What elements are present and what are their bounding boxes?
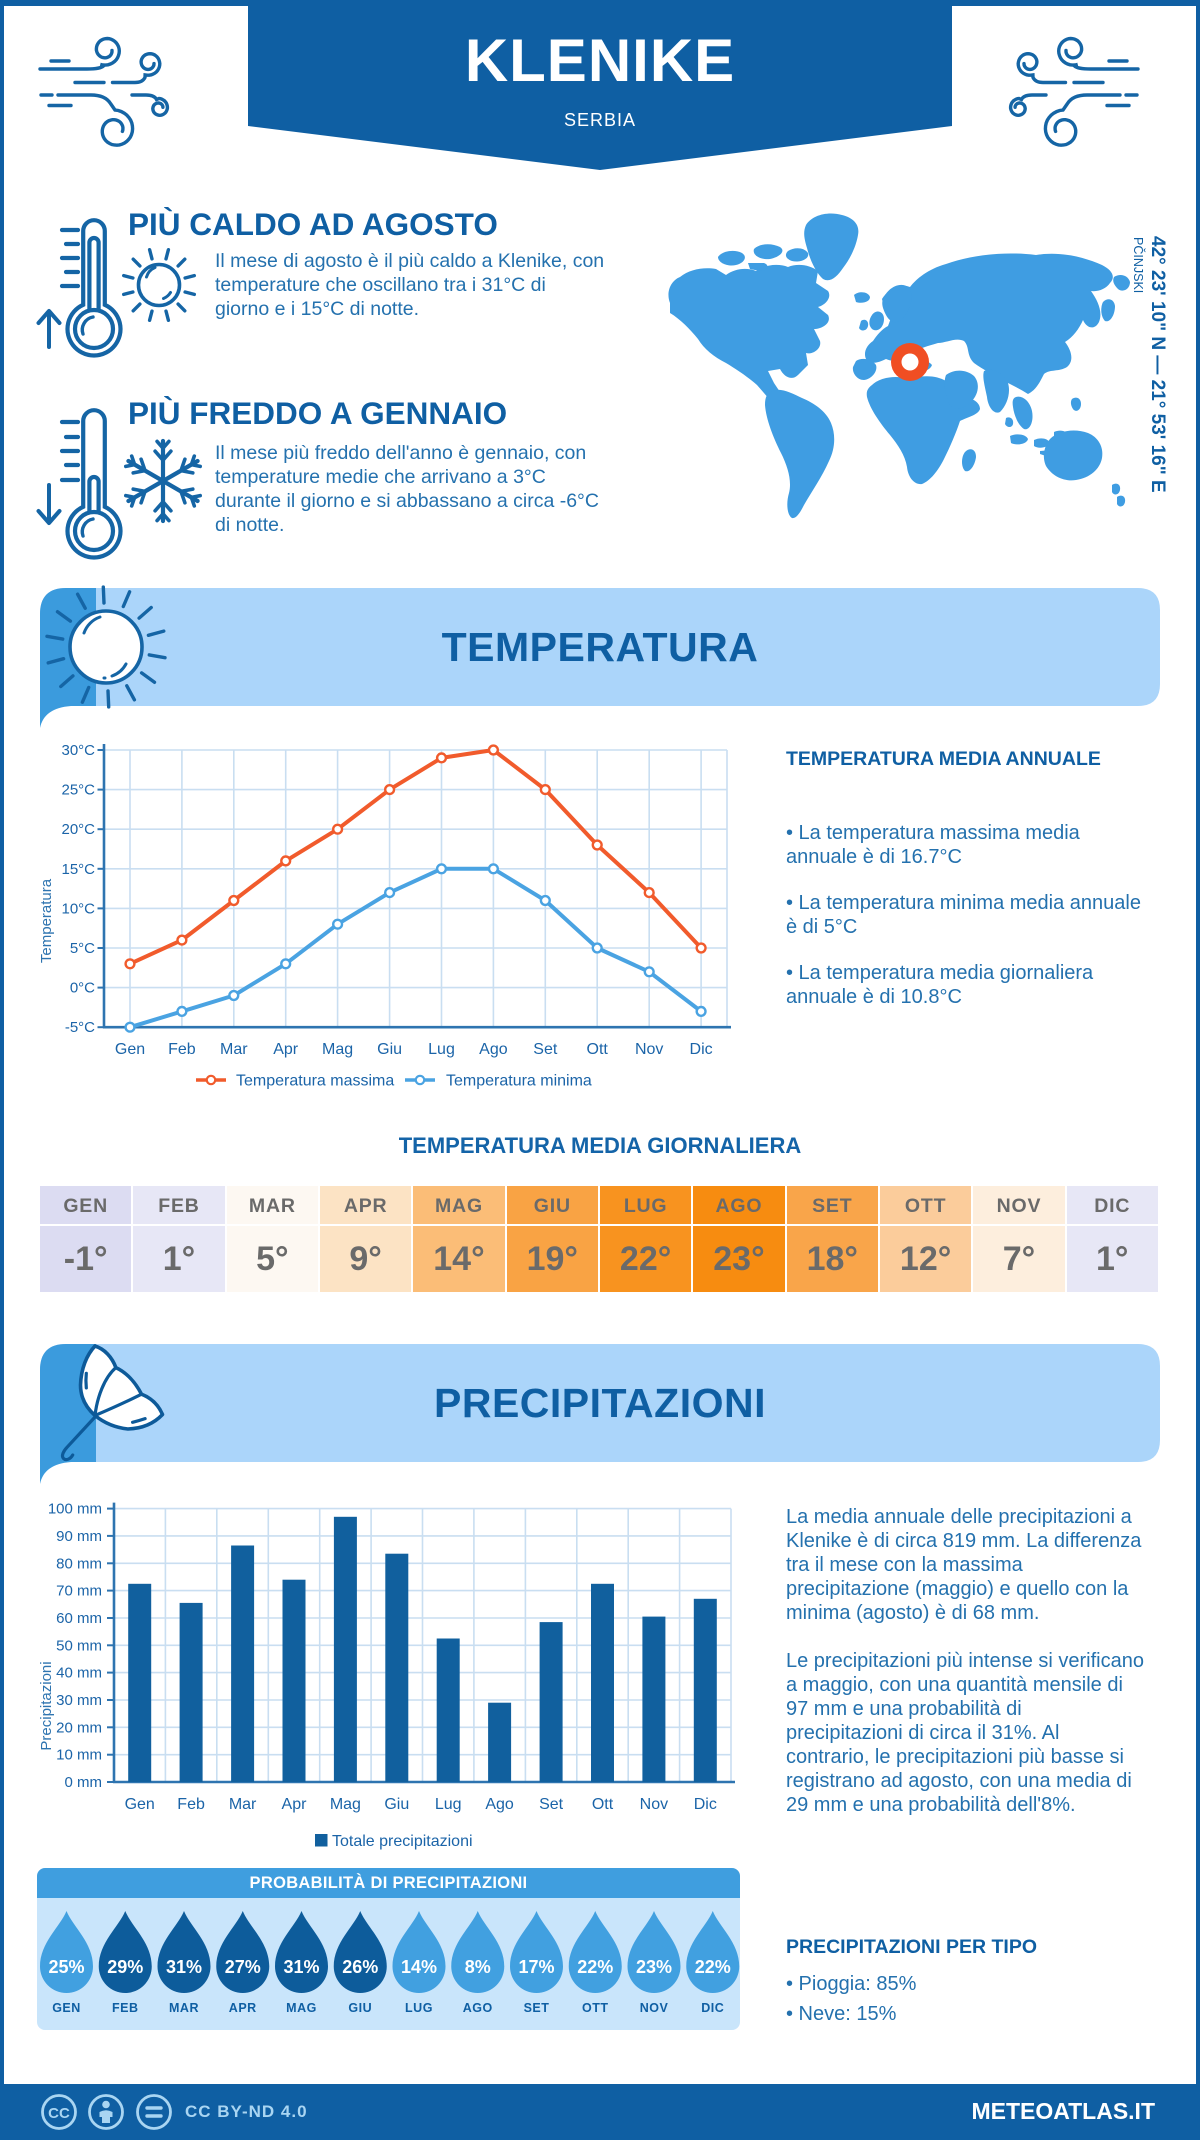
svg-text:25%: 25% bbox=[48, 1957, 84, 1977]
svg-text:14%: 14% bbox=[401, 1957, 437, 1977]
svg-text:8%: 8% bbox=[465, 1957, 491, 1977]
svg-text:Temperatura: Temperatura bbox=[40, 878, 55, 963]
svg-text:Dic: Dic bbox=[694, 1796, 717, 1813]
svg-text:20 mm: 20 mm bbox=[56, 1719, 102, 1736]
svg-text:30 mm: 30 mm bbox=[56, 1692, 102, 1709]
svg-text:Lug: Lug bbox=[435, 1796, 462, 1813]
svg-text:26%: 26% bbox=[342, 1957, 378, 1977]
svg-text:23%: 23% bbox=[636, 1957, 672, 1977]
svg-text:10 mm: 10 mm bbox=[56, 1747, 102, 1764]
svg-text:40 mm: 40 mm bbox=[56, 1665, 102, 1682]
svg-text:Ago: Ago bbox=[479, 1041, 508, 1058]
svg-text:Precipitazioni: Precipitazioni bbox=[40, 1661, 55, 1750]
svg-text:Giu: Giu bbox=[377, 1041, 402, 1058]
svg-text:Dic: Dic bbox=[690, 1041, 713, 1058]
svg-text:APR: APR bbox=[229, 2001, 257, 2015]
svg-text:Mar: Mar bbox=[220, 1041, 248, 1058]
svg-text:Ott: Ott bbox=[592, 1796, 614, 1813]
svg-text:DIC: DIC bbox=[701, 2001, 724, 2015]
svg-text:29%: 29% bbox=[107, 1957, 143, 1977]
svg-text:-5°C: -5°C bbox=[65, 1019, 95, 1036]
svg-text:Set: Set bbox=[539, 1796, 564, 1813]
svg-text:50 mm: 50 mm bbox=[56, 1637, 102, 1654]
svg-text:15°C: 15°C bbox=[61, 861, 95, 878]
svg-text:Mag: Mag bbox=[330, 1796, 361, 1813]
svg-text:Gen: Gen bbox=[125, 1796, 155, 1813]
svg-text:Set: Set bbox=[533, 1041, 558, 1058]
svg-text:NOV: NOV bbox=[640, 2001, 669, 2015]
svg-text:Apr: Apr bbox=[282, 1796, 308, 1813]
svg-text:Lug: Lug bbox=[428, 1041, 455, 1058]
svg-text:17%: 17% bbox=[518, 1957, 554, 1977]
svg-text:20°C: 20°C bbox=[61, 821, 95, 838]
svg-text:GEN: GEN bbox=[52, 2001, 81, 2015]
svg-text:SET: SET bbox=[524, 2001, 550, 2015]
svg-text:30°C: 30°C bbox=[61, 742, 95, 759]
svg-text:FEB: FEB bbox=[112, 2001, 139, 2015]
svg-text:80 mm: 80 mm bbox=[56, 1555, 102, 1572]
svg-text:5°C: 5°C bbox=[70, 940, 95, 957]
svg-text:25°C: 25°C bbox=[61, 782, 95, 799]
svg-text:Nov: Nov bbox=[635, 1041, 663, 1058]
svg-text:AGO: AGO bbox=[463, 2001, 493, 2015]
svg-text:31%: 31% bbox=[166, 1957, 202, 1977]
svg-text:GIU: GIU bbox=[348, 2001, 372, 2015]
svg-text:Mar: Mar bbox=[229, 1796, 257, 1813]
svg-text:Ago: Ago bbox=[485, 1796, 514, 1813]
svg-text:0 mm: 0 mm bbox=[65, 1774, 103, 1791]
svg-text:22%: 22% bbox=[577, 1957, 613, 1977]
svg-text:CC: CC bbox=[48, 2105, 70, 2122]
svg-text:100 mm: 100 mm bbox=[48, 1501, 102, 1518]
svg-text:Gen: Gen bbox=[115, 1041, 145, 1058]
svg-text:90 mm: 90 mm bbox=[56, 1528, 102, 1545]
svg-text:LUG: LUG bbox=[405, 2001, 433, 2015]
svg-text:27%: 27% bbox=[225, 1957, 261, 1977]
svg-text:0°C: 0°C bbox=[70, 980, 95, 997]
svg-text:10°C: 10°C bbox=[61, 900, 95, 917]
svg-text:MAR: MAR bbox=[169, 2001, 199, 2015]
svg-text:22%: 22% bbox=[695, 1957, 731, 1977]
svg-text:Feb: Feb bbox=[168, 1041, 196, 1058]
svg-text:31%: 31% bbox=[283, 1957, 319, 1977]
svg-text:Mag: Mag bbox=[322, 1041, 353, 1058]
svg-text:Totale precipitazioni: Totale precipitazioni bbox=[332, 1833, 473, 1850]
svg-text:OTT: OTT bbox=[582, 2001, 609, 2015]
svg-text:Apr: Apr bbox=[273, 1041, 299, 1058]
svg-text:Temperatura massima: Temperatura massima bbox=[236, 1073, 394, 1090]
svg-text:Temperatura minima: Temperatura minima bbox=[446, 1073, 592, 1090]
svg-text:60 mm: 60 mm bbox=[56, 1610, 102, 1627]
svg-text:Feb: Feb bbox=[177, 1796, 205, 1813]
svg-text:Ott: Ott bbox=[587, 1041, 609, 1058]
svg-text:Nov: Nov bbox=[640, 1796, 668, 1813]
svg-text:Giu: Giu bbox=[384, 1796, 409, 1813]
svg-text:MAG: MAG bbox=[286, 2001, 317, 2015]
svg-text:70 mm: 70 mm bbox=[56, 1583, 102, 1600]
